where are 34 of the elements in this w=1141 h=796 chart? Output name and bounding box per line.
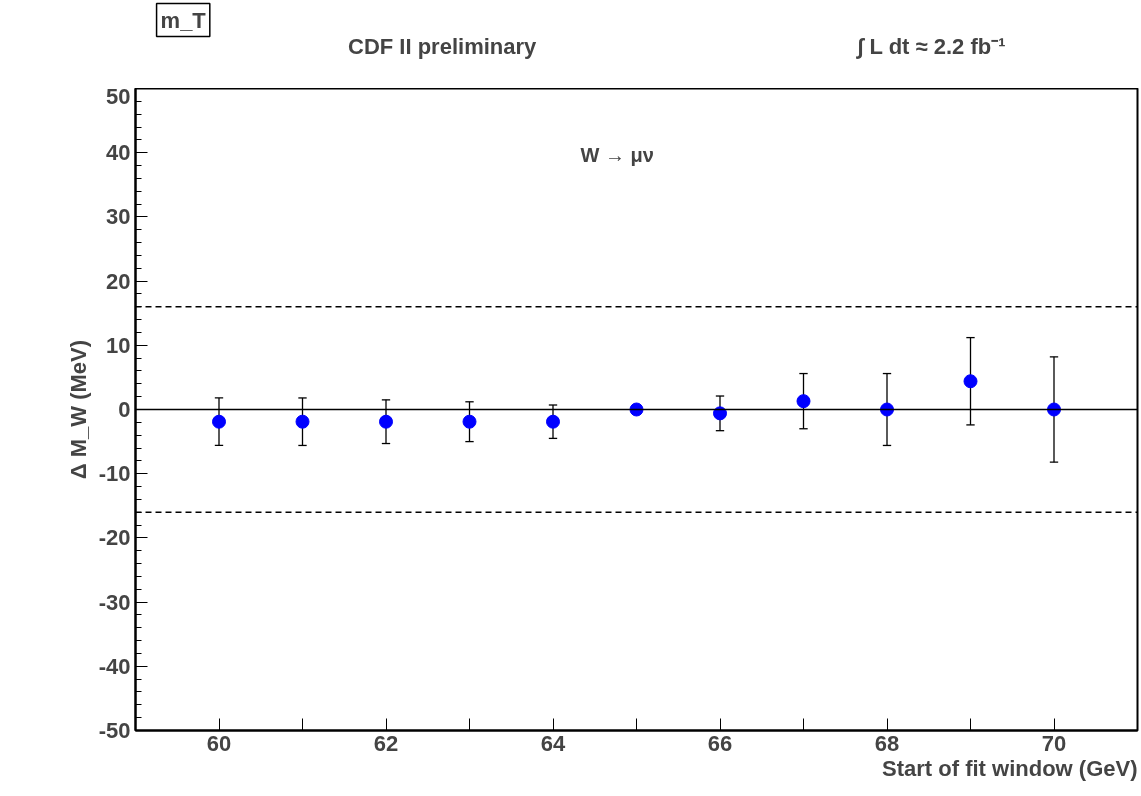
point — [880, 402, 894, 417]
y-tick-label: -40 — [98, 653, 131, 679]
point — [713, 406, 727, 421]
y-tick-label: 40 — [106, 140, 131, 166]
point — [462, 414, 477, 429]
x-tick-label: 60 — [206, 730, 232, 756]
chart-title: CDF II preliminary — [348, 33, 538, 59]
x-axis-title: Start of fit window (GeV) — [882, 755, 1138, 781]
x-tick-label: 68 — [874, 730, 900, 756]
y-tick-label: -20 — [98, 525, 131, 551]
text: m_T — [160, 7, 207, 33]
y-tick-label: 20 — [106, 268, 131, 294]
point — [963, 374, 978, 389]
point — [546, 414, 560, 429]
point — [629, 402, 644, 417]
point — [295, 414, 310, 429]
y-tick-label: -30 — [98, 589, 131, 615]
x-tick-label: 64 — [540, 730, 566, 756]
y-tick-label: 0 — [118, 397, 131, 422]
text: ∫ L dt ≈ 2.2 fb⁻¹ — [855, 33, 1006, 59]
y-tick-label: -50 — [98, 718, 131, 743]
x-tick-label: 70 — [1041, 730, 1067, 756]
y-tick-label: 10 — [106, 332, 131, 358]
point — [1047, 402, 1061, 417]
y-tick-label: -10 — [98, 461, 131, 487]
y-axis-title: Δ M_W (MeV) — [65, 339, 91, 480]
point — [796, 394, 811, 409]
point — [379, 414, 393, 429]
y-tick-label: 50 — [106, 83, 131, 109]
x-tick-label: 66 — [707, 730, 733, 756]
x-tick-label: 62 — [373, 730, 399, 756]
annotation: W → μν — [580, 143, 654, 166]
point — [212, 414, 226, 429]
y-tick-label: 30 — [106, 204, 131, 230]
